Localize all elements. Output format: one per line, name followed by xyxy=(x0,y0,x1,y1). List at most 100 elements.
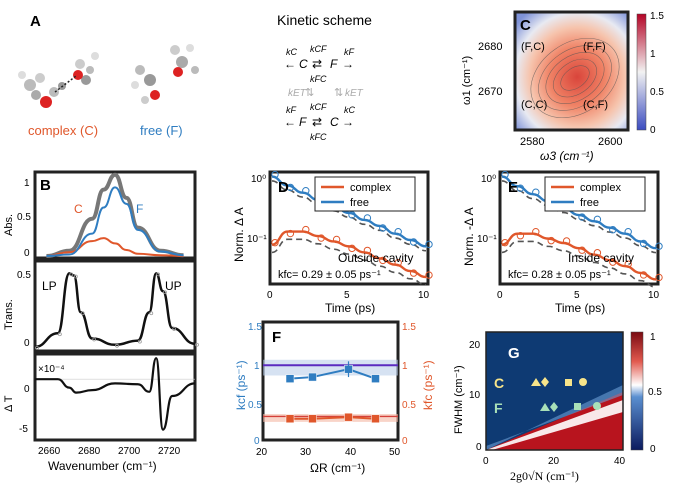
free-data-point xyxy=(578,213,586,221)
kinetic-bot-f: F xyxy=(299,115,307,129)
kinetic-bot-kright: kC xyxy=(344,105,356,115)
panel-c-heatmap xyxy=(513,10,630,132)
panel-a-label: A xyxy=(30,13,41,30)
panel-f-xtick-3: 50 xyxy=(389,447,401,458)
panel-g-xtick-2: 40 xyxy=(614,456,626,467)
panel-f-ytick-right-2: 1 xyxy=(402,361,408,372)
complex-data-point xyxy=(578,246,586,254)
complex-data-point xyxy=(532,228,540,236)
panel-f-ytick-right-0: 0 xyxy=(402,436,408,447)
kinetic-mid-left-arrow: ⇅ xyxy=(305,87,314,99)
kinetic-scheme: Kinetic scheme kC ← C kCF ⇄ kFC F kF → k… xyxy=(277,12,372,142)
complex-data-point xyxy=(501,238,509,247)
panel-b-xtick-2: 2700 xyxy=(118,446,141,457)
complex-data-point xyxy=(593,249,602,257)
panel-f-ytick-left-0: 0 xyxy=(254,436,260,447)
panel-c-label: C xyxy=(520,17,531,34)
panel-e-legend xyxy=(544,176,646,212)
free-data-point xyxy=(609,225,617,234)
panel-e-ytick-0: 10⁰ xyxy=(481,174,496,185)
free-data-point xyxy=(593,215,602,224)
panel-b-up-label: UP xyxy=(165,279,182,293)
panel-g-ytick-10: 10 xyxy=(469,390,481,401)
panel-f-ytick-right-3: 1.5 xyxy=(402,322,416,333)
trans-point xyxy=(73,274,78,279)
panel-b-f-label: F xyxy=(136,202,143,216)
kinetic-bot-arrow-right: → xyxy=(342,115,354,129)
panel-d-caption: Outside cavity xyxy=(338,251,413,265)
panel-d: D complex free Outside cavity kfc= 0.29 … xyxy=(232,170,433,315)
panel-f-curves xyxy=(263,359,398,424)
kfc-marker xyxy=(285,414,295,424)
free-data-point xyxy=(532,188,540,196)
free-data-point xyxy=(409,238,418,246)
panel-g-label: G xyxy=(508,345,520,362)
panel-d-ylabel: Norm. Δ A xyxy=(232,207,246,262)
free-data-point xyxy=(501,170,509,179)
panel-d-legend xyxy=(314,176,416,212)
peak-ff: (F,F) xyxy=(583,41,606,53)
panel-c-contours xyxy=(530,37,620,119)
abs-f-line xyxy=(46,186,184,257)
free-data-point xyxy=(639,239,648,248)
free-data-point xyxy=(425,240,433,249)
panel-d-legend-complex: complex xyxy=(350,182,391,194)
panel-b-lp-label: LP xyxy=(42,279,57,293)
panel-b-abs-frame xyxy=(33,170,197,260)
panel-d-legend-free: free xyxy=(350,197,369,209)
free-data-point xyxy=(394,228,402,236)
kinetic-bot-kleft: kF xyxy=(286,105,297,115)
panel-e-legend-free: free xyxy=(580,197,599,209)
kcf-line xyxy=(289,368,376,380)
trans-point xyxy=(57,332,62,337)
panel-b-diff-ytick-0: 0 xyxy=(24,384,30,395)
panel-g-cbar-2: 0 xyxy=(650,444,656,455)
panel-b-trans-ylabel: Trans. xyxy=(3,299,15,330)
panel-b-xtick-1: 2680 xyxy=(78,446,101,457)
panel-b-trans-ytick-0: 0 xyxy=(24,338,30,349)
panel-b-c-label: C xyxy=(74,202,83,216)
panel-f-xlabel: ΩR (cm⁻¹) xyxy=(310,461,365,475)
trans-point xyxy=(92,337,97,342)
kinetic-mid-left: kET xyxy=(288,88,307,99)
panel-g-c-label: C xyxy=(494,375,504,391)
panel-e-ytick-1: 10⁻¹ xyxy=(477,234,497,245)
free-data-point xyxy=(271,170,279,179)
panel-b-diff-ytick-5: -5 xyxy=(19,424,28,435)
complex-data-point xyxy=(379,256,387,265)
panel-g-cbar-1: 0.5 xyxy=(648,387,662,398)
panel-b-trans-frame xyxy=(33,259,197,353)
complex-data-point xyxy=(425,271,433,279)
kinetic-top-kright: kF xyxy=(344,47,355,57)
trans-point xyxy=(35,345,39,350)
trans-point xyxy=(115,343,119,348)
free-data-point xyxy=(516,184,525,192)
free-guide-line xyxy=(271,180,427,252)
panel-d-xtick-0: 0 xyxy=(267,290,273,301)
kinetic-mid-right: kET xyxy=(345,88,364,99)
panel-g-xtick-1: 20 xyxy=(548,456,560,467)
kfc-line xyxy=(290,416,376,420)
complex-data-point xyxy=(394,259,402,267)
kinetic-bot-eq: ⇄ xyxy=(312,115,322,129)
kinetic-top-eq: ⇄ xyxy=(312,57,322,71)
panel-c-ylabel: ω1 (cm⁻¹) xyxy=(461,56,473,105)
kinetic-bot-kfc: kFC xyxy=(310,132,327,142)
free-data-point xyxy=(624,228,632,236)
kcf-marker xyxy=(308,372,317,382)
panel-g-c-markers xyxy=(531,377,587,387)
complex-data-point xyxy=(516,232,525,240)
panel-b-exponent: ×10⁻⁴ xyxy=(38,364,65,375)
kfc-marker xyxy=(308,414,317,424)
panel-c-xtick-0: 2580 xyxy=(520,136,544,148)
panel-b-abs-ylabel: Abs. xyxy=(3,214,15,236)
kcf-band xyxy=(263,359,398,376)
complex-data-point xyxy=(332,235,341,244)
panel-b-curves xyxy=(34,172,199,431)
panel-c-cbar-2: 0.5 xyxy=(650,87,664,98)
peak-cf: (C,F) xyxy=(583,99,608,111)
complex-data-point xyxy=(562,237,571,245)
panel-c-cbar-3: 0 xyxy=(650,125,656,136)
panel-c: C (F,C) (F,F) (C,C) (C,F) 2680 2670 ω1 (… xyxy=(461,10,664,163)
